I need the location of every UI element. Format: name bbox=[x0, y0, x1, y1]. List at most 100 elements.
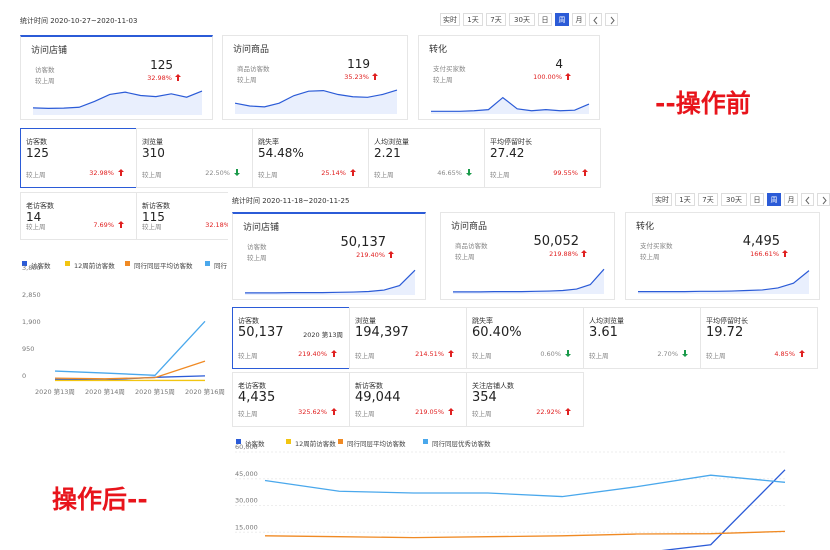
metric-compare-label: 较上周 bbox=[490, 171, 510, 179]
trend-arrow bbox=[782, 250, 788, 257]
legend-label: 访客数 bbox=[31, 262, 51, 270]
metric-box[interactable]: 关注店铺人数 354 较上周 22.92% bbox=[466, 372, 584, 427]
legend-label: 同行同层平均访客数 bbox=[347, 440, 406, 448]
page-arrow-button[interactable] bbox=[605, 13, 618, 26]
metric-change: 22.50% bbox=[205, 169, 230, 177]
date-range: 统计时间 2020-10-27~2020-11-03 bbox=[20, 17, 138, 25]
metric-change: 0.60% bbox=[540, 350, 561, 358]
arrow-shape bbox=[331, 350, 337, 357]
metric-label: 访客数 bbox=[26, 138, 47, 146]
sparkline-area bbox=[638, 270, 809, 294]
card-compare-label: 较上周 bbox=[455, 253, 475, 261]
period-button[interactable]: 7天 bbox=[486, 13, 506, 26]
x-tick-label: 2020 第15周 bbox=[135, 387, 175, 396]
arrow-shape bbox=[331, 408, 337, 415]
period-button[interactable]: 日 bbox=[538, 13, 552, 26]
arrow-shape bbox=[565, 350, 571, 357]
card-value: 50,052 bbox=[533, 234, 580, 249]
metric-label: 老访客数 bbox=[238, 382, 266, 390]
period-button[interactable]: 30天 bbox=[509, 13, 535, 26]
card-metric-label: 访客数 bbox=[247, 243, 267, 251]
metric-week: 2020 第13周 bbox=[303, 331, 343, 339]
series-line bbox=[54, 375, 206, 381]
arrow-shape bbox=[582, 169, 588, 176]
metric-box[interactable]: 老访客数 14 较上周 7.69% bbox=[20, 192, 137, 240]
card-change: 32.98% bbox=[147, 74, 172, 82]
arrow-shape bbox=[388, 251, 394, 258]
metric-compare-label: 较上周 bbox=[238, 410, 258, 418]
metric-box[interactable]: 跳失率 60.40% 较上周 0.60% bbox=[466, 307, 584, 369]
sparkline bbox=[638, 270, 810, 294]
card-metric-label: 商品访客数 bbox=[455, 242, 488, 250]
period-button[interactable]: 月 bbox=[572, 13, 586, 26]
page-arrow-button[interactable] bbox=[801, 193, 814, 206]
metric-box[interactable]: 人均浏览量 2.21 较上周 46.65% bbox=[368, 128, 485, 188]
trend-arrow bbox=[234, 169, 240, 176]
metric-box[interactable]: 浏览量 194,397 较上周 214.51% bbox=[349, 307, 467, 369]
trend-arrow bbox=[350, 169, 356, 176]
chevron bbox=[610, 16, 615, 25]
annotation: 操作后-- bbox=[52, 485, 148, 514]
metric-box[interactable]: 跳失率 54.48% 较上周 25.14% bbox=[252, 128, 369, 188]
y-tick-label: 0 bbox=[22, 372, 26, 380]
y-tick-label: 1,900 bbox=[22, 318, 41, 326]
period-button[interactable]: 日 bbox=[750, 193, 764, 206]
card-value: 125 bbox=[150, 58, 173, 72]
period-button[interactable]: 实时 bbox=[440, 13, 460, 26]
dashboard-panel: 统计时间 2020-11-18~2020-11-25 实时 1天 7天 30天日周月访问… bbox=[228, 188, 830, 550]
period-button[interactable]: 1天 bbox=[675, 193, 695, 206]
period-button[interactable]: 1天 bbox=[463, 13, 483, 26]
page-arrow-button[interactable] bbox=[817, 193, 830, 206]
period-button[interactable]: 周 bbox=[555, 13, 569, 26]
overview-card: 转化 支付买家数 较上周 4,495 166.61% bbox=[625, 212, 820, 300]
metric-box[interactable]: 平均停留时长 27.42 较上周 99.55% bbox=[484, 128, 601, 188]
metric-value: 54.48% bbox=[258, 146, 304, 160]
card-metric-label: 支付买家数 bbox=[433, 65, 466, 73]
metric-compare-label: 较上周 bbox=[374, 171, 394, 179]
metric-box[interactable]: 老访客数 4,435 较上周 325.62% bbox=[232, 372, 350, 427]
series-line bbox=[264, 530, 786, 539]
card-metric-label: 访客数 bbox=[35, 66, 55, 74]
arrow-shape bbox=[350, 169, 356, 176]
period-button[interactable]: 月 bbox=[784, 193, 798, 206]
metric-compare-label: 较上周 bbox=[142, 223, 162, 231]
sparkline bbox=[431, 96, 590, 114]
card-value: 50,137 bbox=[340, 235, 387, 250]
metric-box[interactable]: 浏览量 310 较上周 22.50% bbox=[136, 128, 253, 188]
metric-box[interactable]: 平均停留时长 19.72 较上周 4.85% bbox=[700, 307, 818, 369]
metric-label: 关注店铺人数 bbox=[472, 382, 514, 390]
arrow-shape bbox=[682, 350, 688, 357]
metric-box[interactable]: 访客数 50,137 2020 第13周 较上周 219.40% bbox=[232, 307, 350, 369]
metric-compare-label: 较上周 bbox=[706, 352, 726, 360]
metric-value: 194,397 bbox=[355, 325, 409, 340]
legend-label: 访客数 bbox=[245, 440, 265, 448]
metric-box[interactable]: 人均浏览量 3.61 较上周 2.70% bbox=[583, 307, 701, 369]
period-button[interactable]: 7天 bbox=[698, 193, 718, 206]
overview-card: 访问店铺 访客数 较上周 125 32.98% bbox=[20, 35, 213, 120]
legend-swatch bbox=[205, 261, 210, 266]
metric-value: 2.21 bbox=[374, 146, 401, 160]
chevron bbox=[805, 196, 810, 205]
card-title: 访问店铺 bbox=[31, 46, 68, 56]
metric-box[interactable]: 新访客数 49,044 较上周 219.05% bbox=[349, 372, 467, 427]
arrow-shape bbox=[565, 408, 571, 415]
metric-change: 25.14% bbox=[321, 169, 346, 177]
chevron bbox=[593, 16, 598, 25]
card-title: 访问商品 bbox=[233, 45, 270, 55]
page-arrow-button[interactable] bbox=[589, 13, 602, 26]
trend-arrow bbox=[682, 350, 688, 357]
metric-label: 访客数 bbox=[238, 317, 259, 325]
sparkline-line bbox=[235, 89, 398, 108]
metric-value: 3.61 bbox=[589, 325, 618, 340]
arrow-shape bbox=[799, 350, 805, 357]
trend-arrow bbox=[175, 74, 181, 81]
card-title: 转化 bbox=[636, 222, 655, 232]
period-button[interactable]: 周 bbox=[767, 193, 781, 206]
trend-arrow bbox=[372, 73, 378, 80]
metric-box[interactable]: 访客数 125 较上周 32.98% bbox=[20, 128, 137, 188]
sparkline-area bbox=[453, 269, 604, 294]
y-tick-label: 950 bbox=[22, 345, 34, 353]
period-button[interactable]: 30天 bbox=[721, 193, 747, 206]
arrow-shape bbox=[448, 350, 454, 357]
period-button[interactable]: 实时 bbox=[652, 193, 672, 206]
